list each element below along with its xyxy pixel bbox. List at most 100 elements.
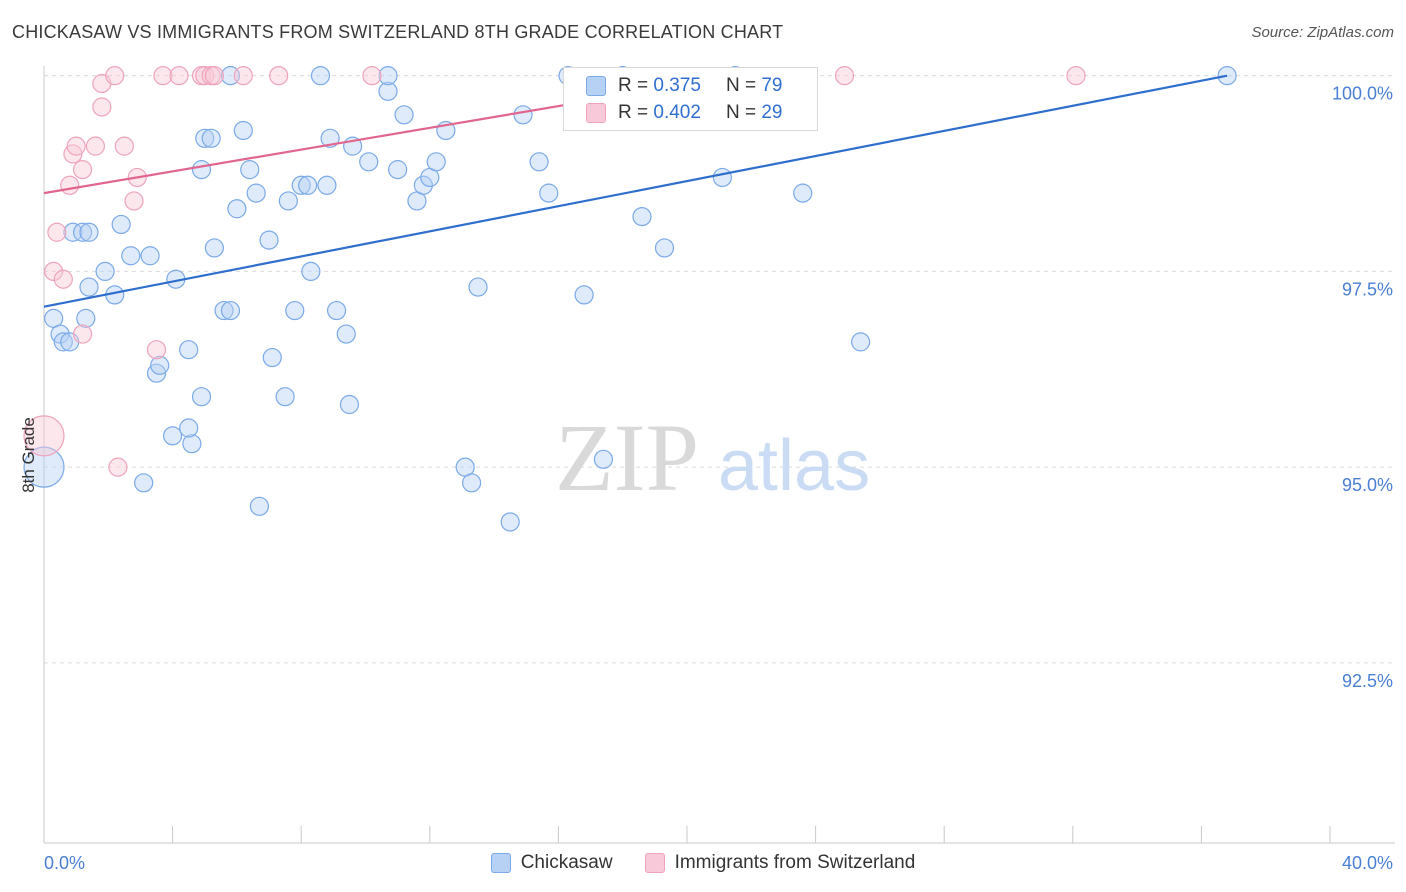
point-chickasaw[interactable]: [317, 175, 337, 195]
point-chickasaw[interactable]: [539, 183, 559, 203]
point-chickasaw[interactable]: [468, 277, 488, 297]
point-switzerland[interactable]: [233, 66, 253, 86]
point-chickasaw[interactable]: [134, 473, 154, 493]
point-chickasaw[interactable]: [339, 394, 360, 415]
point-chickasaw[interactable]: [150, 355, 170, 375]
point-chickasaw[interactable]: [500, 512, 520, 532]
point-chickasaw[interactable]: [191, 387, 212, 407]
legend-n-value: 29: [761, 102, 783, 123]
point-chickasaw[interactable]: [426, 152, 446, 172]
point-chickasaw[interactable]: [461, 473, 482, 493]
point-switzerland[interactable]: [85, 136, 106, 156]
point-switzerland[interactable]: [72, 160, 93, 180]
legend-n-value: 79: [761, 75, 783, 96]
point-chickasaw[interactable]: [388, 160, 408, 180]
point-switzerland[interactable]: [92, 97, 112, 117]
point-chickasaw[interactable]: [310, 66, 331, 86]
point-switzerland[interactable]: [1066, 66, 1086, 86]
point-chickasaw[interactable]: [793, 183, 813, 203]
point-switzerland[interactable]: [269, 66, 289, 86]
point-chickasaw[interactable]: [246, 183, 266, 203]
point-chickasaw[interactable]: [262, 347, 282, 368]
point-chickasaw[interactable]: [182, 434, 202, 454]
point-switzerland[interactable]: [834, 66, 855, 86]
point-chickasaw[interactable]: [275, 387, 295, 407]
point-chickasaw[interactable]: [336, 324, 356, 344]
point-chickasaw[interactable]: [654, 238, 675, 258]
trend-line-chickasaw: [43, 74, 1228, 308]
point-chickasaw[interactable]: [249, 496, 270, 516]
point-chickasaw[interactable]: [220, 300, 241, 321]
point-chickasaw[interactable]: [179, 418, 199, 438]
point-chickasaw[interactable]: [593, 449, 614, 469]
chart-source: Source: ZipAtlas.com: [1251, 24, 1394, 41]
point-chickasaw[interactable]: [259, 230, 279, 250]
point-chickasaw[interactable]: [233, 120, 253, 141]
point-chickasaw[interactable]: [240, 160, 260, 180]
point-chickasaw[interactable]: [529, 152, 549, 172]
point-switzerland[interactable]: [66, 136, 86, 156]
point-switzerland[interactable]: [60, 175, 80, 195]
point-switzerland[interactable]: [108, 457, 128, 477]
point-chickasaw[interactable]: [326, 300, 347, 321]
point-chickasaw[interactable]: [79, 222, 99, 242]
point-chickasaw[interactable]: [163, 426, 183, 446]
point-chickasaw[interactable]: [378, 66, 398, 86]
point-switzerland[interactable]: [23, 415, 65, 457]
point-switzerland[interactable]: [53, 269, 73, 289]
point-switzerland[interactable]: [204, 66, 224, 86]
y-tick-label: 95.0%: [1342, 475, 1393, 495]
point-switzerland[interactable]: [362, 66, 382, 86]
point-chickasaw[interactable]: [285, 300, 305, 321]
point-chickasaw[interactable]: [204, 238, 224, 258]
point-chickasaw[interactable]: [201, 128, 221, 148]
point-chickasaw[interactable]: [851, 332, 871, 352]
point-chickasaw[interactable]: [320, 128, 340, 148]
point-chickasaw[interactable]: [301, 261, 321, 282]
point-switzerland[interactable]: [153, 66, 173, 86]
legend-n-label: N =: [725, 102, 757, 123]
point-chickasaw[interactable]: [214, 300, 234, 321]
y-tick-label: 97.5%: [1342, 279, 1393, 299]
point-switzerland[interactable]: [146, 340, 167, 360]
legend-item-chickasaw[interactable]: Chickasaw: [490, 852, 613, 874]
point-chickasaw[interactable]: [291, 175, 311, 195]
legend-r-value: 0.375: [653, 75, 701, 96]
point-chickasaw[interactable]: [76, 308, 96, 328]
point-chickasaw[interactable]: [79, 277, 99, 297]
point-chickasaw[interactable]: [140, 246, 160, 266]
point-chickasaw[interactable]: [95, 261, 115, 282]
axes: [43, 66, 1395, 844]
point-chickasaw[interactable]: [712, 167, 732, 188]
point-chickasaw[interactable]: [53, 332, 73, 352]
point-chickasaw[interactable]: [63, 222, 83, 242]
point-chickasaw[interactable]: [179, 340, 199, 360]
point-chickasaw[interactable]: [111, 214, 131, 235]
point-chickasaw[interactable]: [191, 160, 212, 180]
point-switzerland[interactable]: [124, 191, 144, 211]
point-chickasaw[interactable]: [23, 446, 65, 488]
point-chickasaw[interactable]: [298, 175, 318, 195]
point-chickasaw[interactable]: [278, 191, 298, 211]
point-chickasaw[interactable]: [413, 175, 433, 195]
point-chickasaw[interactable]: [359, 152, 379, 172]
point-chickasaw[interactable]: [394, 105, 414, 125]
point-chickasaw[interactable]: [632, 207, 652, 227]
point-switzerland[interactable]: [72, 324, 93, 344]
point-chickasaw[interactable]: [195, 128, 215, 148]
point-switzerland[interactable]: [195, 66, 215, 86]
point-chickasaw[interactable]: [574, 285, 594, 305]
point-chickasaw[interactable]: [513, 105, 533, 125]
point-chickasaw[interactable]: [227, 199, 247, 219]
legend-item-switzerland[interactable]: Immigrants from Switzerland: [644, 852, 915, 874]
point-chickasaw[interactable]: [378, 81, 398, 101]
point-chickasaw[interactable]: [121, 246, 141, 266]
point-switzerland[interactable]: [47, 222, 67, 242]
point-switzerland[interactable]: [169, 66, 189, 86]
point-switzerland[interactable]: [114, 136, 134, 156]
point-switzerland[interactable]: [105, 66, 125, 86]
y-axis-label: 8th Grade: [19, 417, 38, 493]
point-switzerland[interactable]: [44, 261, 64, 282]
y-tick-label: 92.5%: [1342, 671, 1393, 691]
point-chickasaw[interactable]: [72, 222, 93, 242]
